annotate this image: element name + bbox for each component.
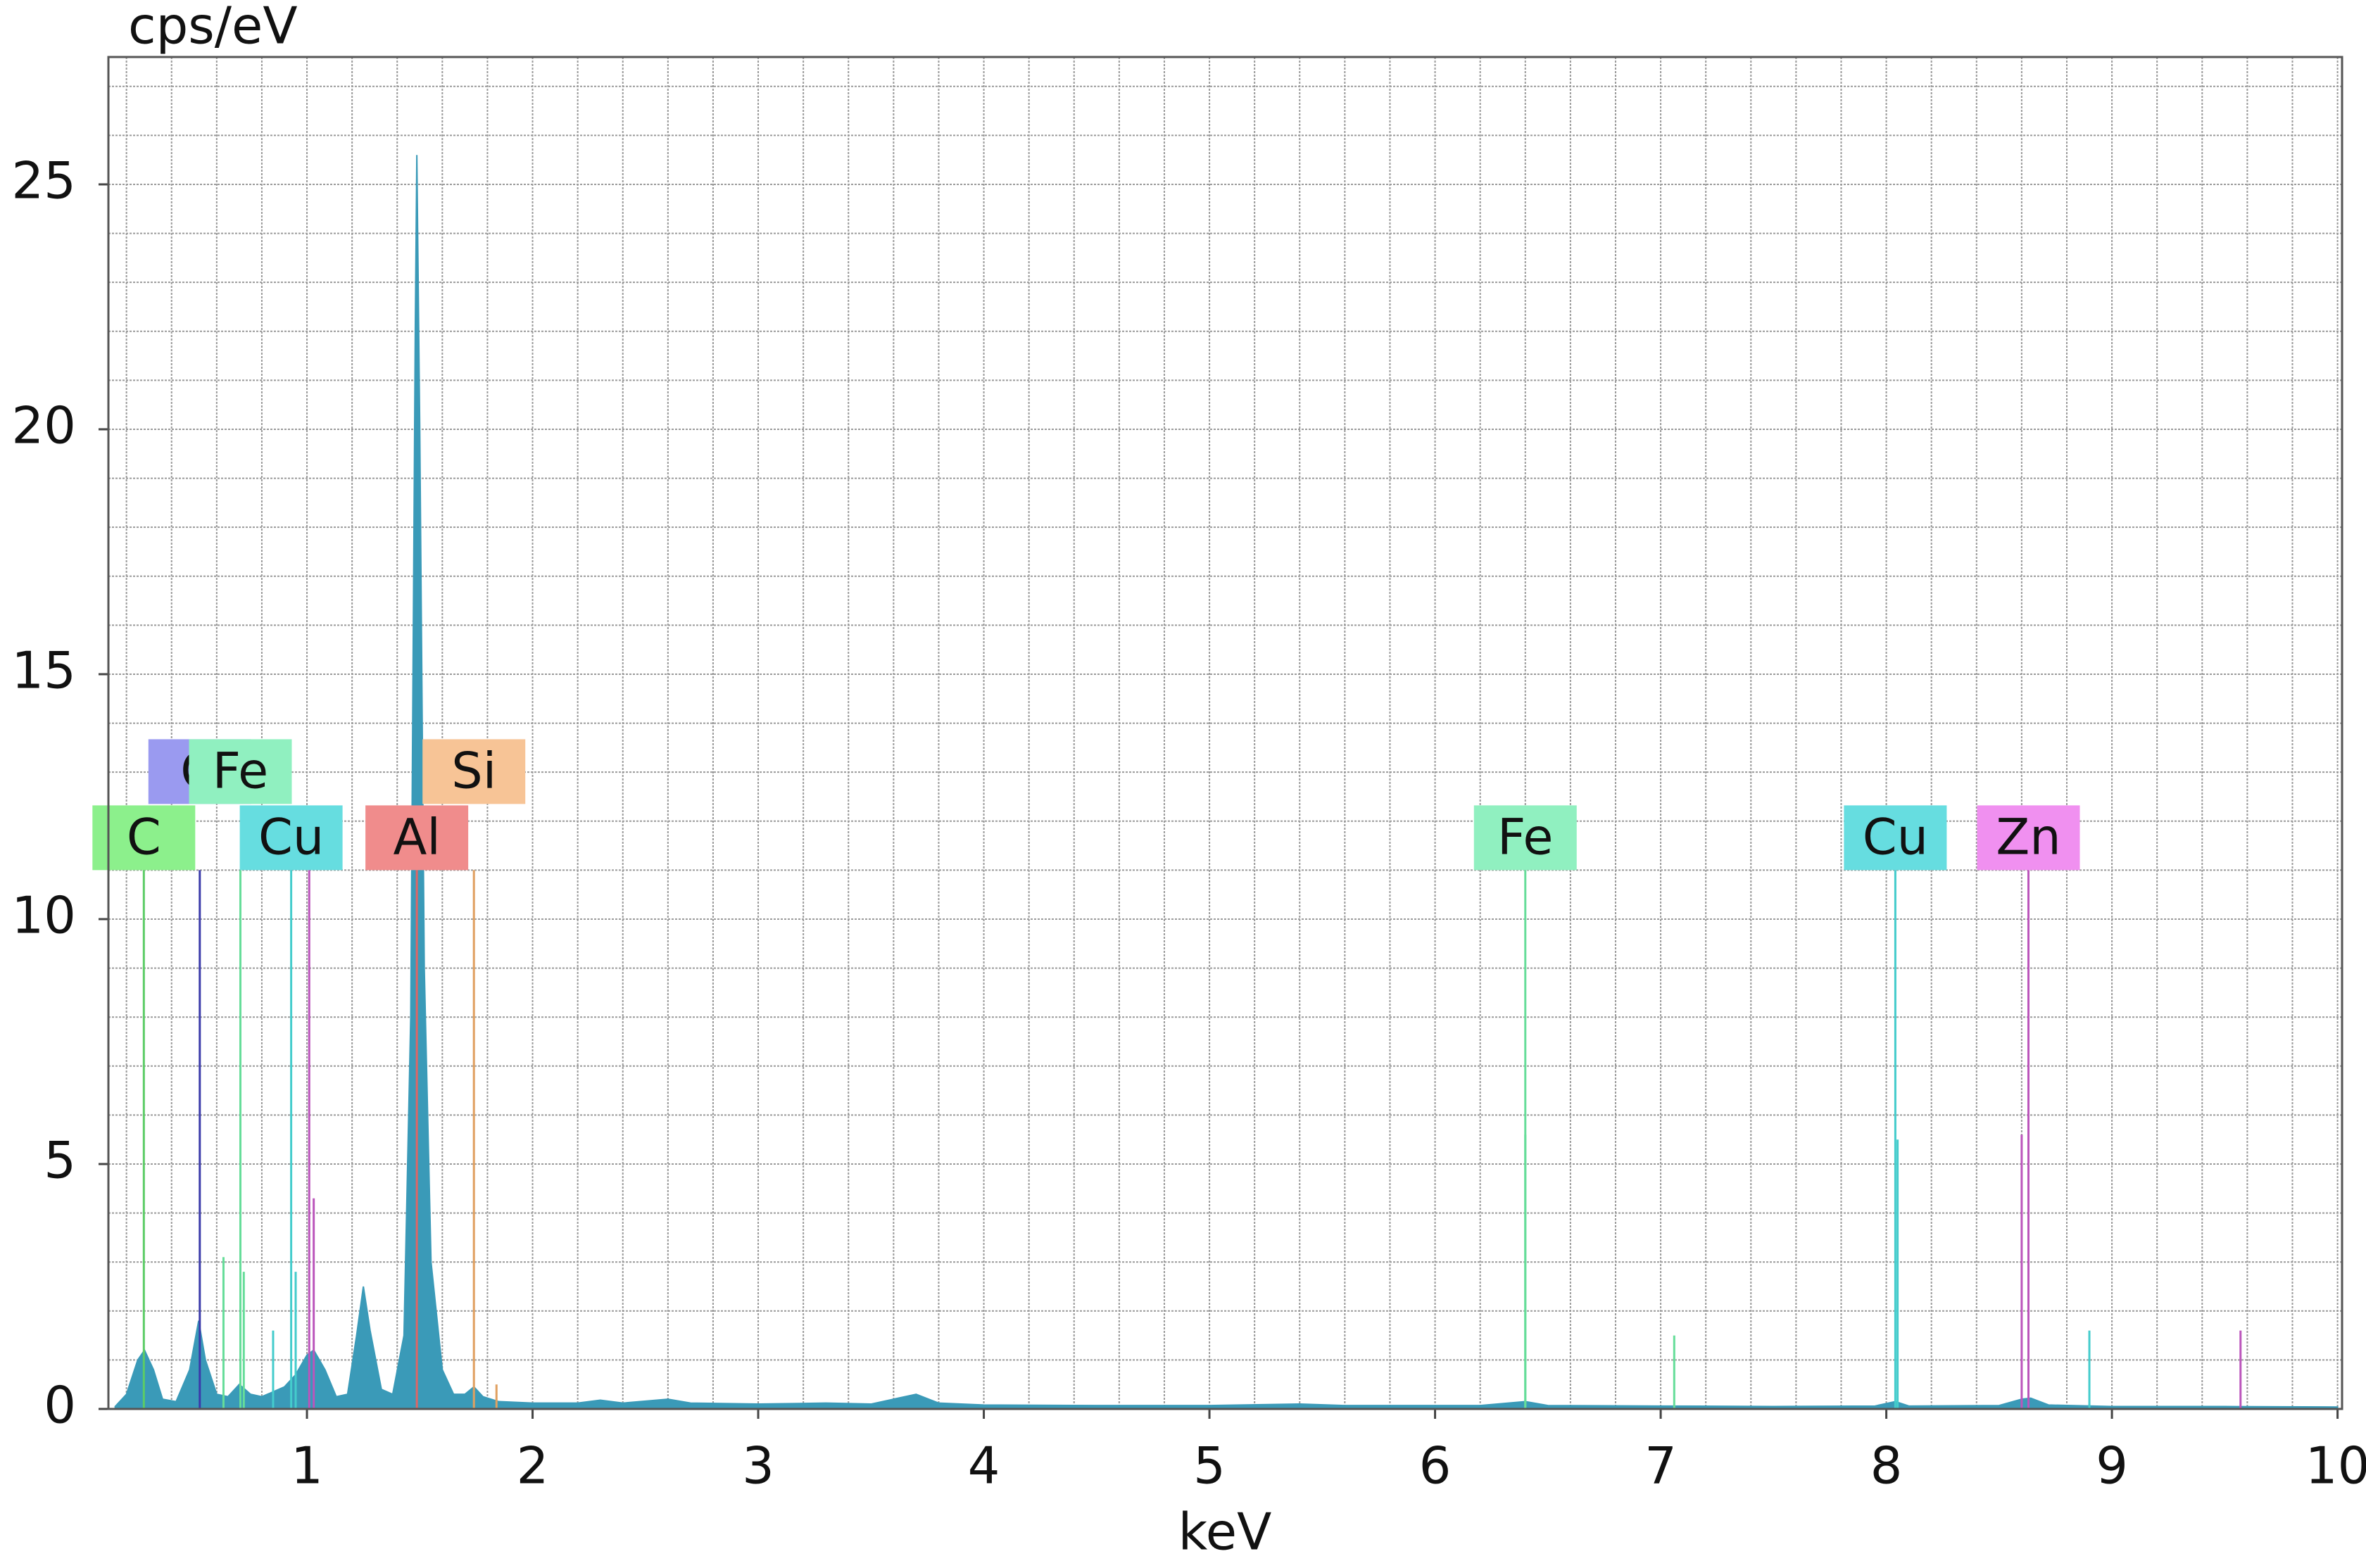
y-tick-label: 25 [11, 151, 76, 210]
element-label-box [422, 739, 526, 804]
grid [108, 57, 2342, 1410]
x-tick-label: 7 [1644, 1436, 1677, 1496]
element-label-box [239, 805, 343, 871]
element-label: Cu [1863, 808, 1928, 866]
plot-frame [107, 56, 2343, 1410]
element-label-box [189, 739, 292, 804]
y-axis-title: cps/eV [128, 0, 298, 56]
y-tick-label: 5 [44, 1131, 76, 1190]
x-tick-label: 3 [742, 1436, 774, 1496]
element-label-box [1473, 805, 1577, 871]
element-label-box [1844, 805, 1947, 871]
y-tick-label: 15 [11, 640, 76, 700]
x-tick-label: 4 [968, 1436, 1000, 1496]
y-tick-label: 0 [44, 1376, 76, 1435]
element-markers [142, 870, 2242, 1409]
x-axis-title: keV [1178, 1503, 1272, 1562]
element-label: Al [393, 808, 440, 866]
element-label-box [92, 805, 196, 871]
y-tick-label: 20 [11, 396, 76, 455]
element-label: Si [451, 742, 496, 799]
x-tick-label: 1 [291, 1436, 323, 1496]
x-tick-label: 2 [517, 1436, 549, 1496]
element-label: Cu [258, 808, 324, 866]
x-tick-label: 8 [1870, 1436, 1903, 1496]
spectrum-area [114, 155, 2339, 1410]
element-label-box [365, 805, 469, 871]
element-labels: COFeCuAlSiFeCuZn [92, 739, 2080, 871]
x-tick-label: 9 [2096, 1436, 2128, 1496]
element-label: Fe [213, 742, 269, 799]
y-tick-label: 10 [11, 886, 76, 945]
spectrum [114, 155, 2339, 1410]
element-label: Zn [1996, 808, 2060, 866]
x-tick-label: 5 [1193, 1436, 1226, 1496]
element-label: Fe [1497, 808, 1554, 866]
element-label-box [1977, 805, 2080, 871]
element-label: C [127, 808, 161, 866]
x-tick-label: 6 [1419, 1436, 1452, 1496]
axes: 1 2 3 4 5 6 7 8 9 10 0 5 10 15 20 25 [11, 56, 2366, 1496]
x-tick-label: 10 [2305, 1436, 2366, 1496]
